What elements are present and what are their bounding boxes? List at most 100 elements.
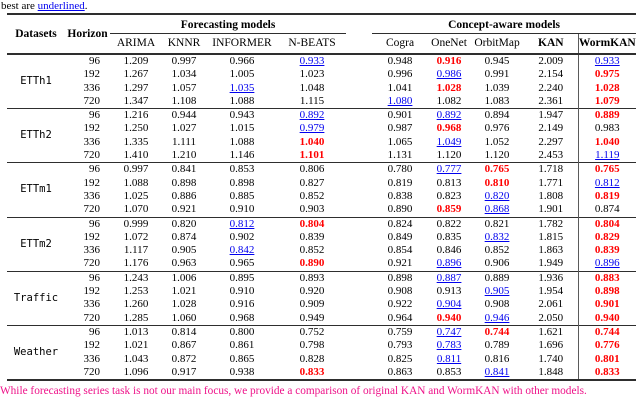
table-row: 192 1.267 1.034 1.005 1.023 0.996 0.986 0.991 2.… (7, 68, 636, 82)
dataset-label: Traffic (13, 291, 59, 304)
value-cell: 0.842 (229, 244, 255, 257)
col-header-knnr: KNNR (167, 37, 201, 49)
dataset-block-etth2: ETTh2 96 1.216 0.944 0.943 0.892 0.901 0.892 0.8… (7, 108, 637, 163)
value-cell: 1.253 (123, 285, 149, 298)
value-cell: 0.943 (229, 109, 255, 122)
horizon-cell: 96 (89, 271, 100, 284)
value-cell: 0.800 (229, 325, 255, 338)
value-cell: 0.744 (594, 325, 620, 338)
horizon-cell: 96 (89, 325, 100, 338)
value-cell: 0.997 (171, 55, 197, 67)
value-cell: 2.297 (524, 135, 579, 150)
value-cell: 1.808 (524, 189, 579, 204)
column-gap (346, 14, 372, 54)
column-gap (346, 177, 372, 190)
col-header-wormkan: WormKAN (578, 37, 636, 49)
value-cell: 1.267 (123, 68, 149, 81)
datasets-header: Datasets (15, 28, 57, 40)
caption-underlined-word: underlined (37, 0, 85, 12)
value-cell: 0.874 (171, 230, 197, 243)
value-cell: 1.863 (524, 244, 579, 258)
value-cell: 1.949 (524, 257, 579, 272)
value-cell: 0.964 (387, 311, 413, 324)
table-row: 336 1.335 1.111 1.088 1.040 1.065 1.049 1.052 2.… (7, 135, 636, 150)
value-cell: 0.820 (484, 189, 510, 202)
value-cell: 0.908 (484, 298, 510, 311)
value-cell: 0.896 (594, 257, 620, 270)
column-gap (346, 312, 372, 326)
value-cell: 0.922 (387, 298, 413, 311)
value-cell: 0.824 (387, 217, 413, 230)
value-cell: 1.347 (123, 94, 149, 107)
value-cell: 0.752 (299, 325, 325, 338)
column-gap (346, 136, 372, 149)
value-cell: 0.905 (171, 244, 197, 257)
value-cell: 0.892 (436, 109, 462, 122)
column-gap (346, 244, 372, 257)
value-cell: 1.120 (436, 149, 462, 162)
value-cell: 1.005 (229, 68, 255, 81)
value-cell: 1.027 (171, 122, 197, 135)
value-cell: 0.892 (299, 109, 325, 122)
value-cell: 0.948 (387, 55, 413, 67)
column-gap (346, 271, 372, 285)
value-cell: 0.898 (387, 271, 413, 284)
horizon-header: Horizon (67, 28, 108, 40)
table-row: 720 1.347 1.108 1.088 1.115 1.080 1.082 1.083 2.… (7, 94, 636, 109)
value-cell: 1.040 (299, 135, 325, 148)
value-cell: 0.852 (299, 244, 325, 257)
value-cell: 0.887 (436, 271, 462, 284)
group-header-row: Datasets Horizon Forecasting models Conc… (7, 14, 637, 40)
value-cell: 0.908 (387, 285, 413, 298)
value-cell: 0.822 (436, 217, 462, 230)
value-cell: 0.744 (484, 325, 510, 338)
value-cell: 1.954 (524, 285, 579, 299)
value-cell: 1.048 (299, 81, 325, 94)
value-cell: 0.814 (171, 325, 197, 338)
value-cell: 0.819 (387, 176, 413, 189)
value-cell: 0.901 (387, 109, 413, 122)
value-cell: 1.285 (123, 311, 149, 324)
value-cell: 0.933 (299, 55, 325, 67)
column-gap (346, 325, 372, 339)
table-row: 336 1.260 1.028 0.916 0.909 0.922 0.904 0.908 2.… (7, 298, 636, 312)
horizon-cell: 720 (83, 257, 101, 270)
value-cell: 0.906 (484, 257, 510, 270)
value-cell: 0.849 (387, 230, 413, 243)
value-cell: 2.361 (524, 94, 579, 109)
value-cell: 0.835 (436, 230, 462, 243)
value-cell: 1.028 (436, 81, 462, 94)
value-cell: 1.082 (436, 94, 462, 107)
value-cell: 0.810 (484, 176, 510, 189)
column-gap (346, 95, 372, 109)
value-cell: 0.804 (299, 217, 325, 230)
table-row: Traffic 96 1.243 1.006 0.895 0.893 0.898 0.887 0… (7, 271, 636, 304)
value-cell: 0.827 (299, 176, 325, 189)
col-header-cogra: Cogra (385, 37, 415, 49)
table-row: 192 1.250 1.027 1.015 0.979 0.987 0.968 0.976 2.… (7, 122, 636, 136)
value-cell: 1.040 (594, 135, 620, 148)
value-cell: 0.777 (436, 163, 462, 176)
horizon-cell: 192 (83, 68, 101, 81)
table-row: 192 1.253 1.021 0.910 0.920 0.908 0.913 0.905 1.… (7, 285, 636, 299)
value-cell: 1.034 (171, 68, 197, 81)
value-cell: 0.852 (299, 189, 325, 202)
value-cell: 0.841 (171, 163, 197, 176)
value-cell: 1.146 (229, 149, 255, 162)
value-cell: 0.793 (387, 339, 413, 352)
value-cell: 0.890 (387, 203, 413, 216)
value-cell: 1.006 (171, 271, 197, 284)
table-row: ETTm2 96 0.999 0.820 0.812 0.804 0.824 0.822 0.8… (7, 217, 636, 250)
value-cell: 1.335 (123, 135, 149, 148)
value-cell: 0.804 (594, 217, 620, 230)
table-row: 336 1.043 0.872 0.865 0.828 0.825 0.811 0.816 1.… (7, 352, 636, 366)
value-cell: 0.946 (484, 311, 510, 324)
value-cell: 0.889 (484, 271, 510, 284)
value-cell: 1.035 (229, 81, 255, 94)
value-cell: 1.108 (171, 94, 197, 107)
model-header-row: ARIMA KNNR INFORMER N-BEATS Cogra OneNet… (7, 33, 636, 54)
value-cell: 0.905 (484, 285, 510, 298)
value-cell: 1.065 (387, 135, 413, 148)
value-cell: 1.080 (387, 94, 413, 107)
value-cell: 0.893 (299, 271, 325, 284)
